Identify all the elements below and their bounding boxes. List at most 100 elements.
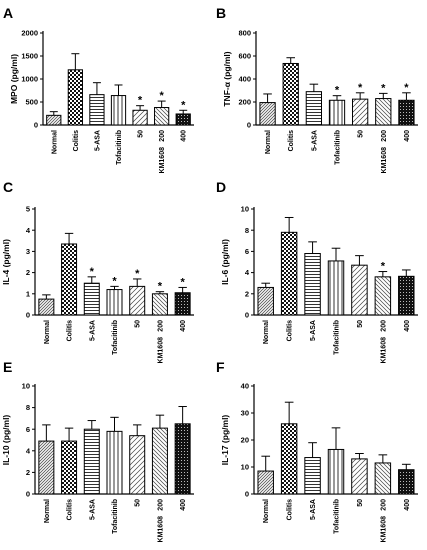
x-category-label: 5-ASA	[311, 130, 318, 151]
bar-5-asa	[305, 91, 322, 126]
significance-marker: *	[381, 82, 386, 94]
bar-tofacitinib	[106, 430, 123, 495]
y-tick-label: 2	[26, 468, 30, 477]
y-tick-label: 0	[247, 121, 251, 130]
bar-50	[132, 109, 148, 126]
significance-marker: *	[112, 275, 117, 287]
bar-50	[351, 264, 368, 316]
panel-letter: B	[216, 5, 226, 21]
x-category-label: 200	[157, 499, 164, 511]
y-tick-label: 40	[241, 382, 249, 391]
panel-c: C 0 1 2 3 4 5 IL-4 (pg/ml) Normal Colitis * 5-ASA * T…	[1, 179, 194, 363]
y-tick-label: 4	[26, 446, 31, 455]
group-label: KM1608	[159, 147, 166, 174]
x-category-label: Colitis	[287, 499, 294, 520]
x-category-label: 5-ASA	[310, 320, 317, 341]
significance-marker: *	[181, 276, 186, 288]
x-category-label: Tofacitinib	[334, 499, 341, 534]
x-category-label: 400	[180, 320, 187, 332]
y-tick-label: 4	[26, 226, 31, 235]
y-axis-label: MPO (pg/ml)	[9, 54, 19, 104]
x-category-label: 50	[357, 499, 364, 507]
bar-5-asa	[304, 253, 321, 316]
x-category-label: Normal	[51, 130, 58, 154]
bar-50	[129, 435, 146, 495]
bar-tofacitinib	[106, 289, 123, 316]
panel-letter: F	[216, 359, 225, 375]
significance-marker: *	[404, 82, 409, 94]
x-category-label: Normal	[263, 499, 270, 523]
group-label: KM1608	[157, 516, 164, 543]
x-category-label: 5-ASA	[94, 130, 101, 151]
y-tick-label: 400	[238, 75, 251, 84]
bar-400	[398, 469, 415, 495]
x-category-label: 400	[180, 499, 187, 511]
bar-colitis	[282, 62, 299, 126]
y-axis-label: IL-6 (pg/ml)	[220, 239, 230, 285]
x-category-label: 200	[380, 499, 387, 511]
group-label: KM1608	[380, 516, 387, 543]
bar-400	[398, 99, 415, 126]
bar-normal	[257, 286, 274, 316]
bar-normal	[259, 102, 276, 126]
significance-marker: *	[335, 85, 340, 97]
y-tick-label: 0	[34, 121, 38, 130]
x-category-label: 5-ASA	[310, 499, 317, 520]
x-category-label: 200	[159, 130, 166, 142]
x-category-label: Tofacitinib	[112, 499, 119, 534]
y-tick-label: 6	[26, 425, 30, 434]
x-category-label: 200	[380, 320, 387, 332]
y-tick-label: 1500	[21, 52, 38, 61]
panel-a: A 0 500 1000 1500 2000 MPO (pg/ml) Normal Coliti…	[3, 5, 194, 173]
x-category-label: 50	[357, 320, 364, 328]
panel-f: F 0 10 20 30 40 IL-17 (pg/ml) Normal Colitis 5-AS…	[216, 359, 418, 542]
significance-marker: *	[158, 281, 163, 293]
x-category-label: 400	[404, 499, 411, 511]
bar-normal	[38, 440, 55, 495]
bar-5-asa	[83, 282, 100, 316]
y-tick-label: 4	[245, 268, 250, 277]
x-category-label: 400	[181, 130, 188, 142]
panel-letter: E	[3, 359, 12, 375]
y-tick-label: 6	[245, 247, 249, 256]
y-tick-label: 2	[26, 268, 30, 277]
y-tick-label: 2	[245, 289, 249, 298]
bar-colitis	[67, 69, 83, 126]
panel-e: E 0 2 4 6 8 10 IL-10 (pg/ml) Normal Colitis 5-ASA T…	[1, 359, 194, 542]
bar-200	[154, 107, 170, 126]
y-axis-label: IL-4 (pg/ml)	[1, 239, 11, 285]
x-category-label: 400	[404, 130, 411, 142]
x-category-label: Normal	[44, 499, 51, 523]
significance-marker: *	[358, 82, 363, 94]
bar-200	[374, 276, 392, 316]
x-category-label: 200	[157, 320, 164, 332]
bar-200	[375, 98, 392, 126]
bar-normal	[257, 470, 274, 495]
bar-normal	[38, 298, 55, 316]
x-category-label: Tofacitinib	[334, 320, 341, 355]
significance-marker: *	[381, 261, 386, 273]
bar-400	[175, 113, 191, 126]
x-category-label: Tofacitinib	[335, 130, 342, 165]
bar-tofacitinib	[327, 260, 345, 316]
bar-200	[151, 293, 168, 316]
panel-letter: C	[3, 179, 13, 195]
bar-200	[151, 427, 168, 495]
bar-50	[351, 458, 368, 495]
x-category-label: 50	[138, 130, 145, 138]
bar-5-asa	[83, 428, 100, 495]
y-tick-label: 30	[241, 409, 249, 418]
x-category-label: 400	[404, 320, 411, 332]
y-tick-label: 2000	[21, 29, 38, 38]
y-tick-label: 10	[241, 205, 249, 214]
x-category-label: Normal	[263, 320, 270, 344]
panel-d: D 0 2 4 6 8 10 IL-6 (pg/ml) Normal Colitis 5-ASA To…	[216, 179, 418, 363]
y-tick-label: 600	[238, 52, 251, 61]
bar-200	[374, 462, 392, 495]
panel-letter: A	[3, 5, 13, 21]
y-tick-label: 3	[26, 247, 30, 256]
x-category-label: Normal	[265, 130, 272, 154]
y-tick-label: 800	[238, 29, 251, 38]
y-tick-label: 1	[26, 289, 30, 298]
